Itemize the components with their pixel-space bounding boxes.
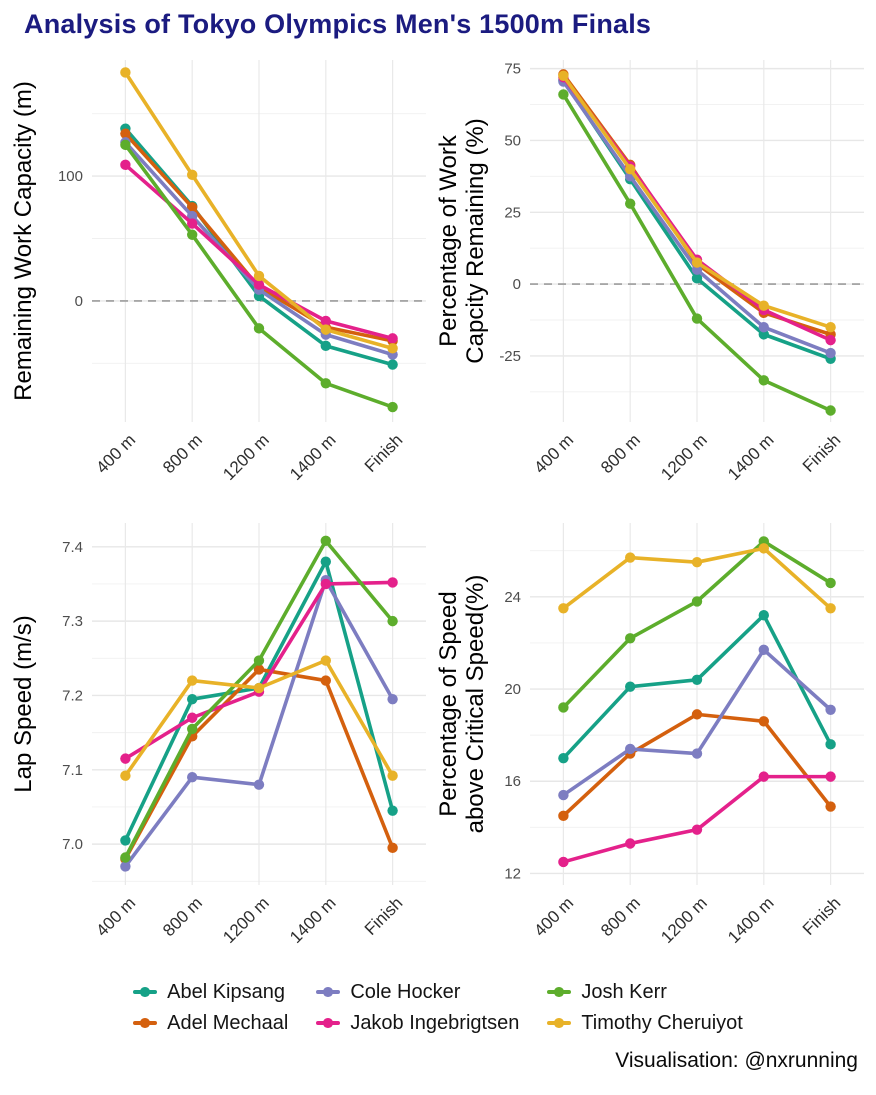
legend-line-marker-icon — [316, 1017, 341, 1029]
legend-line-marker-icon — [547, 1017, 572, 1029]
legend-item-timothy-cheruiyot: Timothy Cheruiyot — [547, 1011, 743, 1035]
svg-text:400 m: 400 m — [92, 430, 139, 477]
chart-remaining-work-capacity: 0 100 400 m 800 m 1200 m 1400 m Finish Remainin… — [0, 44, 438, 507]
legend-line-marker-icon — [133, 1017, 158, 1029]
visualisation-credit: Visualisation: @nxrunning — [615, 1048, 858, 1072]
svg-text:1200 m: 1200 m — [657, 430, 711, 484]
svg-text:0: 0 — [513, 276, 521, 293]
svg-text:7.0: 7.0 — [62, 836, 83, 853]
chart-percent-work-capacity-svg: -25 0 25 50 75 400 m 800 m 1200 m 1400 m Finish Pe… — [438, 59, 864, 484]
svg-text:Finish: Finish — [361, 893, 407, 939]
legend: Abel Kipsang Cole Hocker Josh Kerr Adel … — [0, 980, 876, 1035]
svg-text:Finish: Finish — [799, 430, 845, 476]
svg-text:Capcity Remaining (%): Capcity Remaining (%) — [462, 118, 489, 363]
svg-text:24: 24 — [504, 589, 521, 606]
chart-percent-above-critical-speed-svg: 12 16 20 24 400 m 800 m 1200 m 1400 m Finish Perc… — [438, 522, 864, 947]
svg-text:12: 12 — [504, 865, 521, 882]
svg-text:20: 20 — [504, 681, 521, 698]
legend-item-abel-kipsang: Abel Kipsang — [133, 980, 288, 1004]
svg-text:1400 m: 1400 m — [724, 893, 778, 947]
svg-text:7.2: 7.2 — [62, 687, 83, 704]
svg-text:-25: -25 — [499, 348, 521, 365]
chart-percent-work-capacity: -25 0 25 50 75 400 m 800 m 1200 m 1400 m Finish Pe… — [438, 44, 876, 507]
svg-text:Percentage of Work: Percentage of Work — [438, 134, 462, 347]
svg-text:400 m: 400 m — [530, 893, 577, 940]
legend-item-label: Josh Kerr — [581, 980, 667, 1003]
legend-item-label: Adel Mechaal — [167, 1011, 289, 1034]
page-title: Analysis of Tokyo Olympics Men's 1500m F… — [24, 9, 652, 39]
svg-text:1400 m: 1400 m — [286, 893, 340, 947]
svg-text:1400 m: 1400 m — [286, 430, 340, 484]
svg-text:0: 0 — [75, 293, 83, 310]
svg-text:75: 75 — [504, 60, 521, 77]
legend-item-label: Jakob Ingebrigtsen — [350, 1011, 520, 1034]
svg-text:1200 m: 1200 m — [219, 430, 273, 484]
legend-item-adel-mechaal: Adel Mechaal — [133, 1011, 288, 1035]
chart-percent-above-critical-speed: 12 16 20 24 400 m 800 m 1200 m 1400 m Finish Perc… — [438, 507, 876, 970]
legend-line-marker-icon — [133, 986, 158, 998]
legend-item-jakob-ingebrigtsen: Jakob Ingebrigtsen — [316, 1011, 519, 1035]
svg-text:800 m: 800 m — [597, 430, 644, 477]
svg-text:50: 50 — [504, 132, 521, 149]
svg-text:7.3: 7.3 — [62, 613, 83, 630]
chart-remaining-work-capacity-svg: 0 100 400 m 800 m 1200 m 1400 m Finish Remainin… — [10, 59, 426, 484]
legend-line-marker-icon — [547, 986, 572, 998]
charts-grid: 0 100 400 m 800 m 1200 m 1400 m Finish Remainin… — [0, 44, 876, 970]
svg-text:7.1: 7.1 — [62, 762, 83, 779]
legend-item-label: Cole Hocker — [350, 980, 461, 1003]
svg-text:100: 100 — [58, 168, 83, 185]
svg-text:400 m: 400 m — [92, 893, 139, 940]
legend-item-cole-hocker: Cole Hocker — [316, 980, 519, 1004]
svg-text:800 m: 800 m — [159, 430, 206, 477]
svg-text:1200 m: 1200 m — [219, 893, 273, 947]
chart-lap-speed: 7.0 7.1 7.2 7.3 7.4 400 m 800 m 1200 m 1400 m Fin… — [0, 507, 438, 970]
svg-text:16: 16 — [504, 773, 521, 790]
legend-item-label: Abel Kipsang — [167, 980, 285, 1003]
svg-text:800 m: 800 m — [159, 893, 206, 940]
svg-text:Percentage of Speed: Percentage of Speed — [438, 591, 462, 817]
chart-lap-speed-svg: 7.0 7.1 7.2 7.3 7.4 400 m 800 m 1200 m 1400 m Fin… — [10, 522, 426, 947]
svg-text:Finish: Finish — [799, 893, 845, 939]
svg-text:7.4: 7.4 — [62, 539, 83, 556]
legend-item-label: Timothy Cheruiyot — [581, 1011, 743, 1034]
svg-text:Remaining Work Capacity (m): Remaining Work Capacity (m) — [10, 81, 37, 401]
svg-text:Finish: Finish — [361, 430, 407, 476]
svg-text:above Critical Speed(%): above Critical Speed(%) — [462, 574, 489, 833]
svg-text:400 m: 400 m — [530, 430, 577, 477]
svg-text:1200 m: 1200 m — [657, 893, 711, 947]
svg-text:Lap Speed (m/s): Lap Speed (m/s) — [10, 615, 37, 792]
legend-line-marker-icon — [316, 986, 341, 998]
svg-text:800 m: 800 m — [597, 893, 644, 940]
svg-text:25: 25 — [504, 204, 521, 221]
svg-text:1400 m: 1400 m — [724, 430, 778, 484]
legend-item-josh-kerr: Josh Kerr — [547, 980, 743, 1004]
